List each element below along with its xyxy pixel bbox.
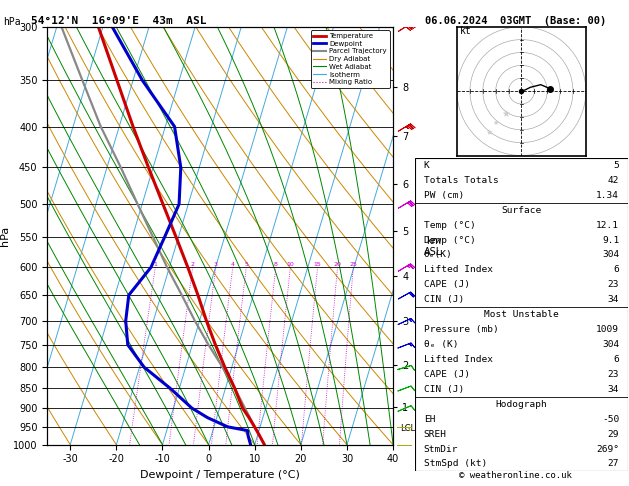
Text: Pressure (mb): Pressure (mb) — [424, 325, 498, 334]
Text: 9.1: 9.1 — [602, 236, 619, 244]
Text: 27: 27 — [608, 459, 619, 469]
Text: 1: 1 — [153, 262, 157, 267]
Text: Hodograph: Hodograph — [496, 400, 547, 409]
Text: ★: ★ — [486, 128, 493, 137]
Text: LCL: LCL — [400, 424, 415, 433]
Legend: Temperature, Dewpoint, Parcel Trajectory, Dry Adiabat, Wet Adiabat, Isotherm, Mi: Temperature, Dewpoint, Parcel Trajectory… — [311, 30, 389, 88]
Text: 304: 304 — [602, 340, 619, 349]
X-axis label: Dewpoint / Temperature (°C): Dewpoint / Temperature (°C) — [140, 470, 300, 480]
Text: PW (cm): PW (cm) — [424, 191, 464, 200]
Text: CAPE (J): CAPE (J) — [424, 280, 470, 289]
Y-axis label: km
ASL: km ASL — [425, 236, 443, 257]
Text: CAPE (J): CAPE (J) — [424, 370, 470, 379]
Text: 1009: 1009 — [596, 325, 619, 334]
Text: Totals Totals: Totals Totals — [424, 176, 498, 185]
Text: -50: -50 — [602, 415, 619, 424]
Text: Lifted Index: Lifted Index — [424, 265, 493, 275]
Text: 5: 5 — [244, 262, 248, 267]
Text: 1.34: 1.34 — [596, 191, 619, 200]
Text: CIN (J): CIN (J) — [424, 385, 464, 394]
Text: Most Unstable: Most Unstable — [484, 310, 559, 319]
Text: 23: 23 — [608, 280, 619, 289]
Text: 6: 6 — [613, 265, 619, 275]
Text: 269°: 269° — [596, 445, 619, 453]
Text: θₑ (K): θₑ (K) — [424, 340, 458, 349]
Text: hPa: hPa — [3, 17, 21, 27]
Text: 34: 34 — [608, 295, 619, 304]
Text: StmSpd (kt): StmSpd (kt) — [424, 459, 487, 469]
Text: 15: 15 — [314, 262, 321, 267]
Text: θₑ(K): θₑ(K) — [424, 250, 452, 260]
Text: © weatheronline.co.uk: © weatheronline.co.uk — [459, 471, 572, 480]
Text: ★: ★ — [493, 121, 499, 126]
Text: 29: 29 — [608, 430, 619, 438]
Text: 5: 5 — [613, 161, 619, 170]
Text: 20: 20 — [333, 262, 342, 267]
Text: EH: EH — [424, 415, 435, 424]
Text: 10: 10 — [286, 262, 294, 267]
Text: 2: 2 — [191, 262, 194, 267]
Text: Surface: Surface — [501, 206, 542, 215]
Text: SREH: SREH — [424, 430, 447, 438]
Text: 3: 3 — [214, 262, 218, 267]
Text: 25: 25 — [349, 262, 357, 267]
Text: StmDir: StmDir — [424, 445, 458, 453]
Text: CIN (J): CIN (J) — [424, 295, 464, 304]
Text: Dewp (°C): Dewp (°C) — [424, 236, 476, 244]
Text: 4: 4 — [231, 262, 235, 267]
Text: 12.1: 12.1 — [596, 221, 619, 229]
Text: Lifted Index: Lifted Index — [424, 355, 493, 364]
Text: ★: ★ — [501, 109, 510, 119]
Text: 54°12'N  16°09'E  43m  ASL: 54°12'N 16°09'E 43m ASL — [31, 16, 207, 26]
Text: 23: 23 — [608, 370, 619, 379]
Text: 8: 8 — [274, 262, 278, 267]
Text: kt: kt — [460, 26, 471, 36]
Text: 06.06.2024  03GMT  (Base: 00): 06.06.2024 03GMT (Base: 00) — [425, 16, 606, 26]
Text: 6: 6 — [613, 355, 619, 364]
Text: 34: 34 — [608, 385, 619, 394]
Text: K: K — [424, 161, 430, 170]
Text: 304: 304 — [602, 250, 619, 260]
Text: Temp (°C): Temp (°C) — [424, 221, 476, 229]
Text: 42: 42 — [608, 176, 619, 185]
Y-axis label: hPa: hPa — [0, 226, 10, 246]
